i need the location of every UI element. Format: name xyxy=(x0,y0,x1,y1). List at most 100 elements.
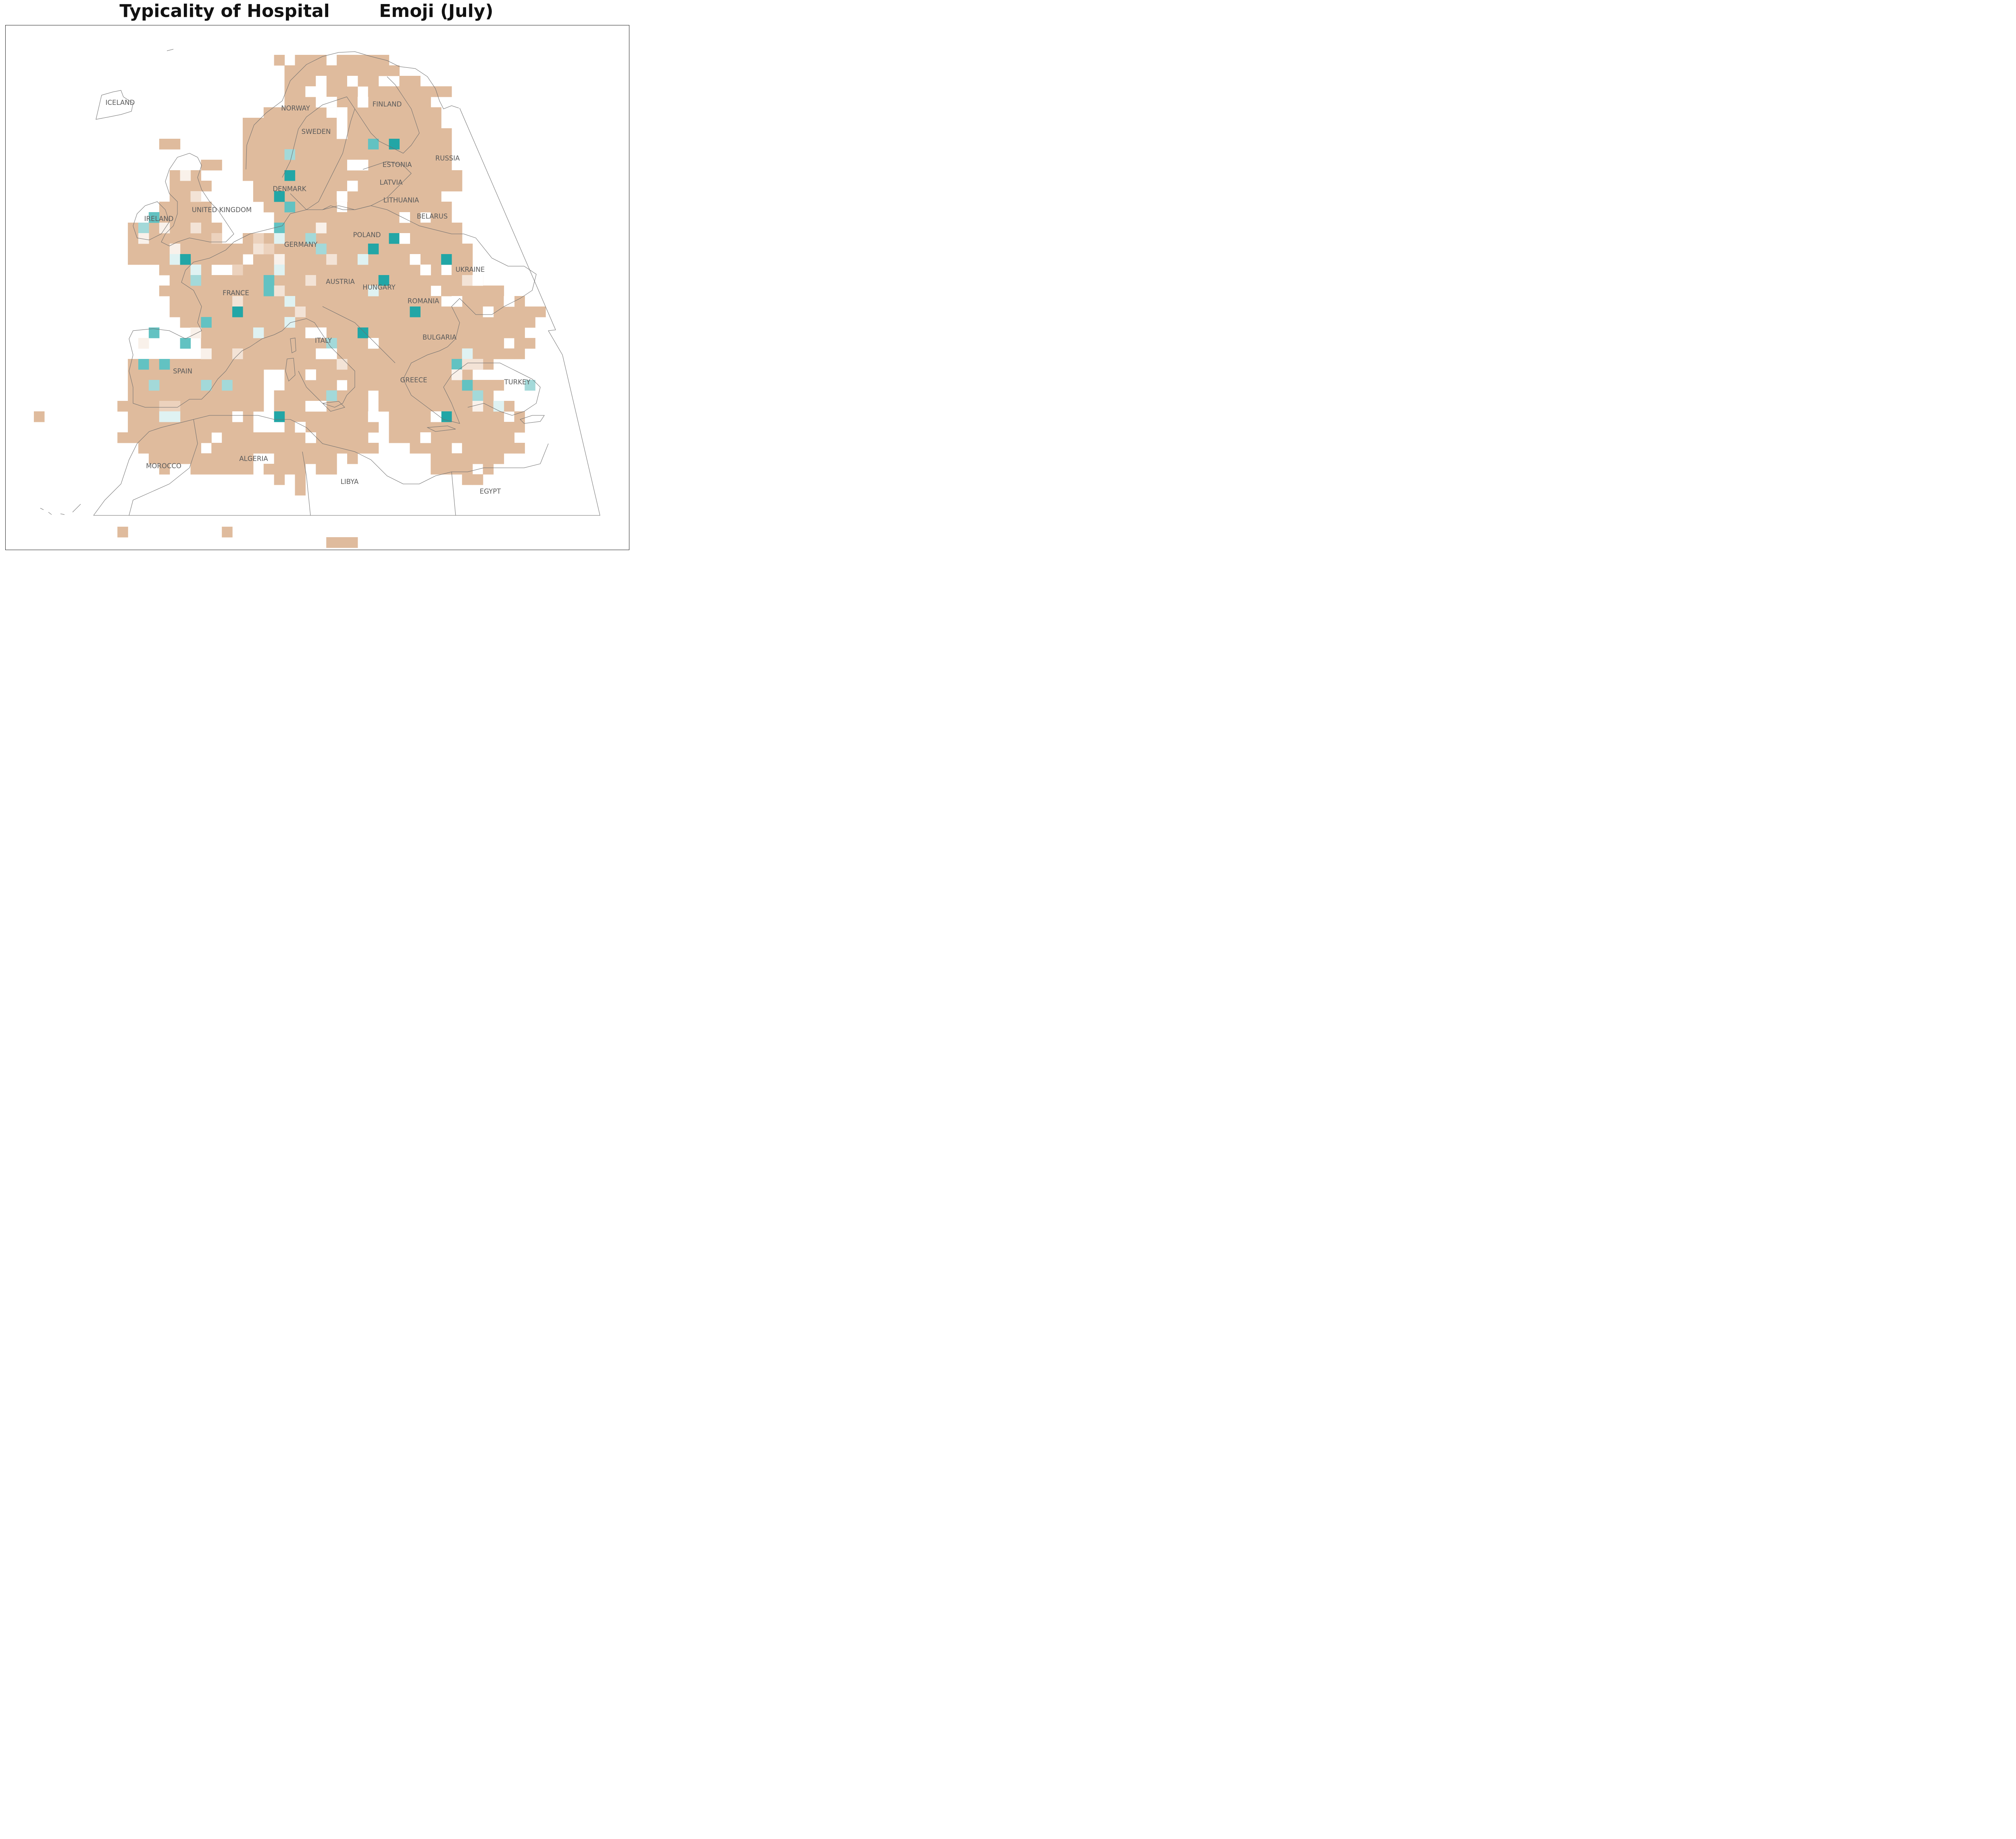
land-cell xyxy=(232,432,243,443)
land-cell xyxy=(222,453,233,464)
land-cell xyxy=(190,411,201,422)
land-cell xyxy=(159,443,170,454)
land-cell xyxy=(211,296,222,307)
land-cell xyxy=(211,306,222,317)
land-cell xyxy=(410,380,421,391)
land-cell xyxy=(284,401,296,412)
land-cell xyxy=(431,128,442,139)
land-cell xyxy=(389,170,400,181)
land-cell xyxy=(378,369,389,380)
land-cell xyxy=(253,306,264,317)
highlight-cell xyxy=(263,244,275,254)
land-cell xyxy=(472,411,483,422)
land-cell xyxy=(452,233,462,244)
land-cell xyxy=(483,390,494,401)
land-cell xyxy=(274,149,285,160)
land-cell xyxy=(326,65,337,76)
land-cell xyxy=(410,265,421,275)
land-cell xyxy=(514,306,525,317)
land-cell xyxy=(295,348,306,359)
land-cell xyxy=(253,401,264,412)
land-cell xyxy=(420,390,431,401)
land-cell xyxy=(295,265,306,275)
land-cell xyxy=(347,233,358,244)
land-cell xyxy=(180,244,191,254)
highlight-cell xyxy=(357,327,369,338)
land-cell xyxy=(284,443,296,454)
land-cell xyxy=(420,369,431,380)
land-cell xyxy=(190,380,201,391)
highlight-cell xyxy=(441,254,452,265)
land-cell xyxy=(190,369,201,380)
land-cell xyxy=(420,223,431,234)
land-cell xyxy=(410,443,421,454)
land-cell xyxy=(337,139,348,150)
land-cell xyxy=(399,359,410,370)
land-cell xyxy=(326,128,337,139)
land-cell xyxy=(159,380,170,391)
land-cell xyxy=(441,306,452,317)
land-cell xyxy=(357,265,369,275)
land-cell xyxy=(337,181,348,192)
crete-outline xyxy=(427,425,456,432)
land-cell xyxy=(441,275,452,286)
land-cell xyxy=(368,265,379,275)
land-cell xyxy=(337,286,348,296)
land-cell xyxy=(263,338,275,349)
land-cell xyxy=(274,306,285,317)
country-label-finland: FINLAND xyxy=(373,100,402,108)
land-cell xyxy=(337,443,348,454)
land-cell xyxy=(420,202,431,213)
land-cell xyxy=(441,317,452,328)
land-cell xyxy=(316,443,327,454)
land-cell xyxy=(368,181,379,192)
land-cell xyxy=(222,390,233,401)
land-cell xyxy=(357,338,369,349)
land-cell xyxy=(305,453,316,464)
land-cell xyxy=(316,233,327,244)
land-cell xyxy=(399,76,410,87)
land-cell xyxy=(169,233,181,244)
highlight-cell xyxy=(253,233,264,244)
land-cell xyxy=(431,380,442,391)
land-cell xyxy=(316,149,327,160)
land-cell xyxy=(316,65,327,76)
land-cell xyxy=(452,275,462,286)
empty-cell xyxy=(337,107,348,118)
land-cell xyxy=(347,348,358,359)
highlight-cell xyxy=(190,191,201,202)
land-cell xyxy=(368,422,379,433)
highlight-cell xyxy=(326,390,337,401)
land-cell xyxy=(222,527,233,538)
land-cell xyxy=(316,359,327,370)
land-cell xyxy=(483,327,494,338)
land-cell xyxy=(295,317,306,328)
land-cell xyxy=(420,118,431,129)
land-cell xyxy=(483,296,494,307)
land-cell xyxy=(399,401,410,412)
country-label-belarus: BELARUS xyxy=(417,213,448,220)
land-cell xyxy=(305,265,316,275)
land-cell xyxy=(452,181,462,192)
country-labels: ICELAND NORWAY FINLAND SWEDEN RUSSIA ESTONIA L… xyxy=(106,99,531,495)
land-cell xyxy=(389,254,400,265)
land-cell xyxy=(243,327,254,338)
country-label-greece: GREECE xyxy=(400,376,427,384)
land-cell xyxy=(295,233,306,244)
land-cell xyxy=(368,65,379,76)
land-cell xyxy=(357,306,369,317)
land-cell xyxy=(462,422,473,433)
land-cell xyxy=(316,464,327,475)
country-label-turkey: TURKEY xyxy=(504,378,531,386)
land-cell xyxy=(263,306,275,317)
land-cell xyxy=(504,443,514,454)
land-cell xyxy=(190,317,201,328)
land-cell xyxy=(284,338,296,349)
land-cell xyxy=(180,369,191,380)
land-cell xyxy=(399,432,410,443)
empty-cell xyxy=(347,181,358,192)
land-cell xyxy=(462,306,473,317)
land-cell xyxy=(462,464,473,475)
land-cell xyxy=(410,86,421,97)
land-cell xyxy=(441,380,452,391)
